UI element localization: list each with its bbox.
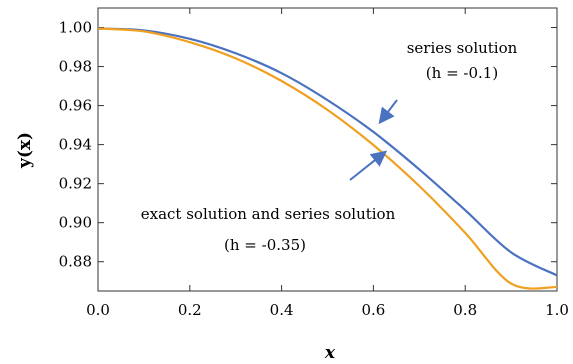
annotation-series-solution: series solution	[407, 39, 518, 57]
plot-frame	[97, 7, 558, 292]
annotation-exact-solution: exact solution and series solution	[141, 205, 396, 223]
annotation-exact-solution-h: (h = -0.35)	[224, 236, 306, 254]
series-group	[97, 27, 558, 290]
x-tick-label: 1.0	[545, 301, 569, 319]
y-tick-label: 0.96	[59, 97, 92, 115]
y-tick-label: 0.98	[59, 58, 92, 76]
arrow-to-exact-solution	[349, 150, 388, 181]
y-tick-label: 0.92	[59, 175, 92, 193]
y-tick-label: 1.00	[59, 19, 92, 37]
x-tick-label: 0.2	[178, 301, 202, 319]
x-tick-label: 0.8	[453, 301, 477, 319]
y-tick-label: 0.88	[59, 253, 92, 271]
y-axis-title: y(x)	[15, 132, 35, 169]
series-line-0	[97, 27, 558, 277]
arrow-to-series-solution	[378, 99, 398, 125]
x-tick-label: 0.0	[86, 301, 110, 319]
annotation-series-solution-h: (h = -0.1)	[426, 64, 498, 82]
x-tick-label: 0.6	[361, 301, 385, 319]
series-line-1	[97, 27, 558, 290]
x-axis-ticks: 0.0 0.2 0.4 0.6 0.8 1.0	[86, 8, 569, 319]
y-tick-label: 0.94	[59, 136, 92, 154]
y-axis-ticks: 0.88 0.90 0.92 0.94 0.96 0.98 1.00	[59, 19, 557, 271]
y-tick-label: 0.90	[59, 214, 92, 232]
x-tick-label: 0.4	[270, 301, 294, 319]
x-axis-title: x	[324, 343, 336, 363]
